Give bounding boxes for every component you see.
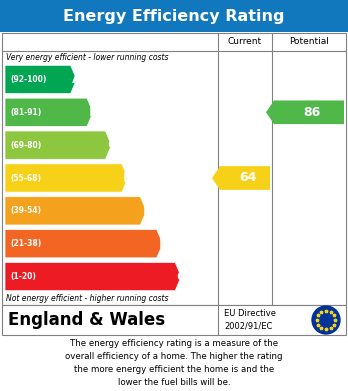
Text: C: C	[107, 138, 118, 152]
Polygon shape	[266, 100, 344, 124]
Polygon shape	[5, 65, 77, 93]
Text: 86: 86	[303, 106, 321, 119]
Text: Very energy efficient - lower running costs: Very energy efficient - lower running co…	[6, 53, 168, 62]
Text: (55-68): (55-68)	[10, 174, 41, 183]
Polygon shape	[5, 98, 93, 126]
Polygon shape	[5, 164, 128, 192]
Bar	[2, 33, 346, 305]
Bar	[2, 305, 346, 335]
Text: B: B	[89, 105, 99, 119]
Text: (92-100): (92-100)	[10, 75, 46, 84]
Text: F: F	[159, 237, 168, 251]
Text: D: D	[123, 171, 135, 185]
Text: (69-80): (69-80)	[10, 141, 41, 150]
Text: The energy efficiency rating is a measure of the
overall efficiency of a home. T: The energy efficiency rating is a measur…	[65, 339, 283, 387]
Circle shape	[312, 306, 340, 334]
Text: E: E	[143, 204, 152, 218]
Text: Energy Efficiency Rating: Energy Efficiency Rating	[63, 9, 285, 23]
Text: Not energy efficient - higher running costs: Not energy efficient - higher running co…	[6, 294, 168, 303]
Bar	[0, 0, 348, 32]
Polygon shape	[5, 262, 181, 291]
Polygon shape	[5, 197, 146, 225]
Text: G: G	[176, 269, 188, 283]
Text: Potential: Potential	[289, 38, 329, 47]
Polygon shape	[212, 166, 270, 190]
Text: England & Wales: England & Wales	[8, 311, 165, 329]
Polygon shape	[5, 230, 163, 258]
Text: (21-38): (21-38)	[10, 239, 41, 248]
Text: (1-20): (1-20)	[10, 272, 36, 281]
Text: 64: 64	[239, 172, 257, 185]
Text: EU Directive
2002/91/EC: EU Directive 2002/91/EC	[224, 309, 276, 331]
Text: (39-54): (39-54)	[10, 206, 41, 215]
Text: (81-91): (81-91)	[10, 108, 41, 117]
Text: A: A	[72, 72, 83, 86]
Text: Current: Current	[228, 38, 262, 47]
Polygon shape	[5, 131, 111, 159]
